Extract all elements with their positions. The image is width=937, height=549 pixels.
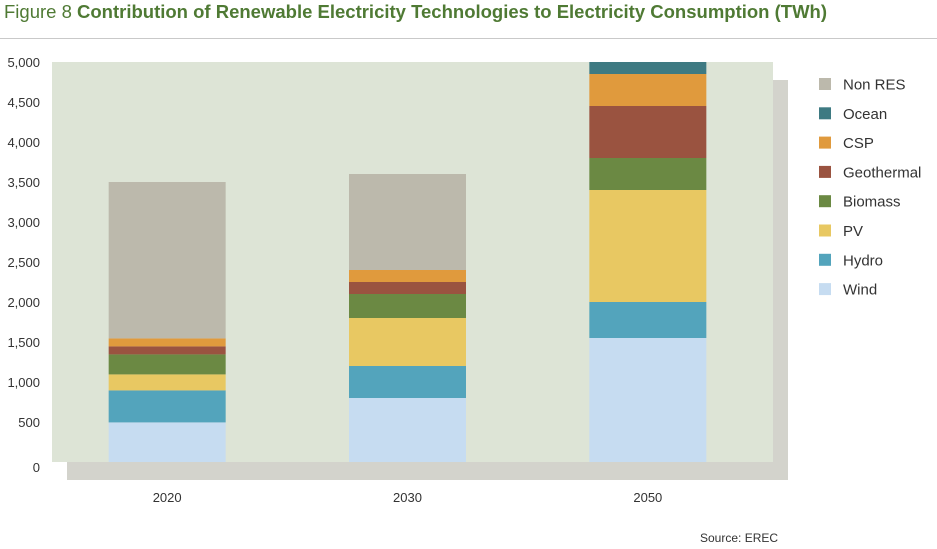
legend-swatch-csp xyxy=(819,136,831,149)
y-tick-label: 3,500 xyxy=(7,175,40,190)
y-tick-label: 1,000 xyxy=(7,375,40,390)
bar-geothermal-2050 xyxy=(589,106,707,158)
x-tick-label: 2050 xyxy=(633,490,662,505)
x-tick-label: 2030 xyxy=(393,490,422,505)
bar-csp-2050 xyxy=(589,74,707,106)
y-tick-label: 0 xyxy=(33,460,40,475)
bar-biomass-2020 xyxy=(108,354,226,375)
legend-label-non-res: Non RES xyxy=(843,77,906,94)
legend-label-csp: CSP xyxy=(843,135,874,152)
legend-label-geothermal: Geothermal xyxy=(843,164,921,181)
y-tick-label: 2,000 xyxy=(7,295,40,310)
y-tick-label: 4,000 xyxy=(7,135,40,150)
bar-wind-2030 xyxy=(349,398,466,462)
y-tick-label: 3,000 xyxy=(7,215,40,230)
legend-swatch-biomass xyxy=(819,195,831,208)
legend-swatch-wind xyxy=(819,283,831,296)
bar-biomass-2050 xyxy=(589,158,707,190)
bar-csp-2020 xyxy=(108,338,226,347)
bar-ocean-2050 xyxy=(589,62,707,74)
y-tick-label: 5,000 xyxy=(7,55,40,70)
y-axis: 0 500 1,000 1,500 2,000 2,500 3,000 3,500 4,000 4… xyxy=(7,55,40,475)
plot-floor xyxy=(67,462,788,480)
legend-swatch-non-res xyxy=(819,78,831,90)
bar-biomass-2030 xyxy=(349,294,466,318)
y-tick-label: 1,500 xyxy=(7,335,40,350)
bar-hydro-2020 xyxy=(108,390,226,423)
bar-wind-2050 xyxy=(589,338,707,462)
bar-non-res-2030 xyxy=(349,174,466,270)
y-tick-label: 4,500 xyxy=(7,95,40,110)
figure-number: Figure 8 xyxy=(4,1,72,22)
x-axis: 2020 2030 2050 xyxy=(153,490,663,505)
legend-swatch-hydro xyxy=(819,253,831,266)
legend-swatch-ocean xyxy=(819,107,831,120)
source-note: Source: EREC xyxy=(700,531,779,545)
bar-pv-2050 xyxy=(589,190,707,302)
title-divider xyxy=(0,38,937,39)
plot-side-wall xyxy=(773,80,788,480)
bar-pv-2020 xyxy=(108,374,226,391)
bar-csp-2030 xyxy=(349,270,466,282)
bars xyxy=(108,62,707,462)
bar-hydro-2050 xyxy=(589,302,707,338)
legend-label-ocean: Ocean xyxy=(843,106,887,123)
bar-geothermal-2030 xyxy=(349,282,466,294)
chart-title: Figure 8 Contribution of Renewable Elect… xyxy=(4,0,827,24)
legend-swatch-pv xyxy=(819,224,831,237)
x-tick-label: 2020 xyxy=(153,490,182,505)
legend-label-pv: PV xyxy=(843,223,863,240)
y-tick-label: 2,500 xyxy=(7,255,40,270)
bar-non-res-2020 xyxy=(108,182,226,339)
y-tick-label: 500 xyxy=(18,415,40,430)
legend-label-wind: Wind xyxy=(843,282,877,299)
legend-swatch-geothermal xyxy=(819,165,831,178)
bar-geothermal-2020 xyxy=(108,346,226,355)
legend-label-biomass: Biomass xyxy=(843,194,901,211)
bar-wind-2020 xyxy=(108,422,226,462)
legend: Non RES Ocean CSP Geothermal Biomass PV Hydro W… xyxy=(819,77,921,299)
stacked-bar-chart: 0 500 1,000 1,500 2,000 2,500 3,000 3,500 4,000 4… xyxy=(7,55,921,505)
bar-hydro-2030 xyxy=(349,366,466,398)
figure-title: Contribution of Renewable Electricity Te… xyxy=(77,1,827,22)
legend-label-hydro: Hydro xyxy=(843,252,883,269)
bar-pv-2030 xyxy=(349,318,466,366)
